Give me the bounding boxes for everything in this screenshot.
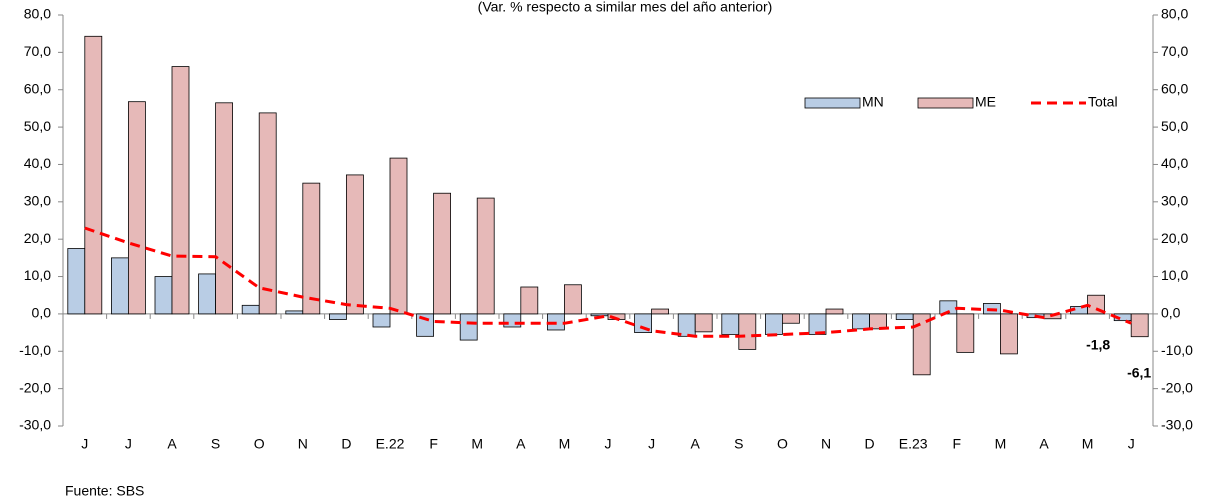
bar <box>721 313 740 335</box>
bar <box>1130 313 1149 338</box>
bar <box>416 313 435 337</box>
source-note: Fuente: SBS <box>65 483 144 499</box>
bar <box>67 248 86 315</box>
bar <box>258 112 277 315</box>
y2-tick-label: 30,0 <box>1161 193 1188 209</box>
y2-tick-label: 10,0 <box>1161 267 1188 283</box>
bar <box>127 101 146 315</box>
x-tick-label: S <box>734 436 743 452</box>
legend-swatch <box>917 97 974 109</box>
bar <box>956 313 975 353</box>
x-tick-label: A <box>1039 436 1049 452</box>
bar <box>198 273 217 315</box>
bar <box>895 313 914 320</box>
bar <box>459 313 478 341</box>
y-tick-label: -10,0 <box>19 342 51 358</box>
bar <box>389 157 408 315</box>
y-tick-label: 10,0 <box>24 267 51 283</box>
bar <box>154 276 173 315</box>
x-tick-label: E.22 <box>376 436 405 452</box>
x-tick-label: F <box>429 436 438 452</box>
bar <box>782 313 800 324</box>
bar <box>476 197 495 315</box>
y-tick-label: 60,0 <box>24 80 51 96</box>
bar <box>520 286 539 315</box>
bar <box>372 313 391 328</box>
x-tick-label: F <box>953 436 962 452</box>
bar <box>869 313 887 330</box>
bar <box>852 313 870 330</box>
line <box>84 226 1132 338</box>
legend-label: ME <box>975 94 996 110</box>
y2-tick-label: -30,0 <box>1161 417 1193 433</box>
x-tick-label: O <box>254 436 265 452</box>
bar <box>328 313 347 320</box>
x-tick-label: N <box>821 436 831 452</box>
x-tick-label: M <box>471 436 483 452</box>
x-tick-label: J <box>81 436 88 452</box>
bar <box>738 313 757 350</box>
bar <box>345 174 364 315</box>
bar <box>590 313 609 317</box>
x-tick-label: O <box>777 436 788 452</box>
y-tick-label: 50,0 <box>24 118 51 134</box>
bar <box>564 284 582 315</box>
y2-tick-label: 80,0 <box>1161 6 1188 22</box>
bar <box>694 313 713 333</box>
bar <box>825 308 844 315</box>
bar <box>912 313 931 376</box>
bar <box>1000 313 1018 355</box>
y2-tick-label: 20,0 <box>1161 230 1188 246</box>
x-tick-label: D <box>341 436 351 452</box>
x-tick-label: M <box>1082 436 1094 452</box>
y2-tick-label: -20,0 <box>1161 379 1193 395</box>
x-tick-label: N <box>298 436 308 452</box>
x-tick-label: J <box>648 436 655 452</box>
bar <box>503 313 522 328</box>
y-tick-label: 70,0 <box>24 43 51 59</box>
x-tick-label: M <box>559 436 571 452</box>
y2-tick-label: -10,0 <box>1161 342 1193 358</box>
bar <box>84 35 103 315</box>
legend-label: Total <box>1088 94 1118 110</box>
bar <box>651 308 669 315</box>
y2-tick-label: 50,0 <box>1161 118 1188 134</box>
data-label: -6,1 <box>1127 364 1151 380</box>
x-tick-label: M <box>995 436 1007 452</box>
y-tick-label: 0,0 <box>32 305 52 321</box>
bar <box>171 66 190 315</box>
x-tick-label: A <box>516 436 526 452</box>
bar <box>285 310 304 315</box>
y2-tick-label: 60,0 <box>1161 80 1188 96</box>
x-tick-label: S <box>211 436 220 452</box>
y-tick-label: 80,0 <box>24 6 51 22</box>
y-tick-label: 30,0 <box>24 193 51 209</box>
bar <box>111 257 129 315</box>
x-tick-label: D <box>865 436 875 452</box>
x-tick-label: E.23 <box>899 436 928 452</box>
y2-tick-label: 40,0 <box>1161 155 1188 171</box>
y-tick-label: 40,0 <box>24 155 51 171</box>
bar <box>765 313 783 335</box>
y2-tick-label: 0,0 <box>1161 305 1181 321</box>
y-tick-label: -20,0 <box>19 379 51 395</box>
x-tick-label: J <box>605 436 612 452</box>
bar <box>433 192 452 315</box>
bar <box>241 304 260 315</box>
y-tick-label: 20,0 <box>24 230 51 246</box>
x-tick-label: J <box>1128 436 1135 452</box>
legend-label: MN <box>862 94 884 110</box>
y2-tick-label: 70,0 <box>1161 43 1188 59</box>
bar <box>302 182 321 315</box>
bar <box>215 102 234 315</box>
legend-swatch <box>804 97 861 109</box>
x-tick-label: A <box>167 436 177 452</box>
chart-subtitle: (Var. % respecto a similar mes del año a… <box>478 0 773 15</box>
x-tick-label: A <box>691 436 701 452</box>
data-label: -1,8 <box>1086 336 1110 352</box>
y-tick-label: -30,0 <box>19 417 51 433</box>
x-tick-label: J <box>125 436 132 452</box>
